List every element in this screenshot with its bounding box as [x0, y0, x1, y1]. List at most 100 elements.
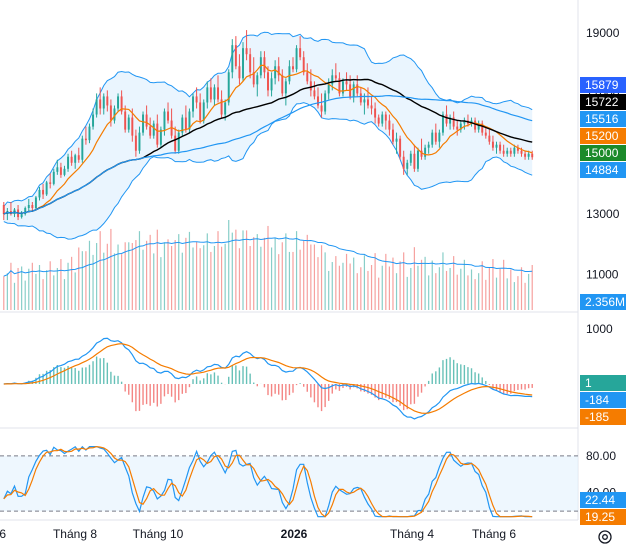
volume-bar — [250, 246, 251, 310]
volume-bar — [474, 279, 475, 310]
price-pane[interactable] — [3, 30, 533, 239]
volume-bar — [382, 266, 383, 310]
candle — [178, 130, 180, 154]
volume-bar — [367, 271, 368, 310]
macd-signal-line — [4, 344, 532, 414]
macd-histogram-bar — [339, 384, 340, 391]
stochastic-badge: 22.44 — [580, 492, 626, 508]
macd-histogram-bar — [296, 384, 297, 385]
candle — [46, 181, 48, 196]
macd-histogram-bar — [192, 379, 193, 384]
volume-bar — [207, 233, 208, 310]
volume-bar — [139, 231, 140, 310]
volume-bar — [178, 234, 179, 310]
macd-histogram-bar — [199, 381, 200, 384]
macd-histogram-bar — [257, 384, 258, 386]
macd-histogram-bar — [242, 366, 243, 384]
macd-histogram-bar — [142, 384, 143, 405]
volume-bar — [271, 247, 272, 310]
volume-bar — [246, 230, 247, 310]
volume-bar — [57, 268, 58, 310]
macd-histogram-bar — [314, 384, 315, 402]
price-tick-label: 19000 — [586, 26, 620, 40]
time-tick-label: Tháng 6 — [472, 527, 516, 541]
volume-bar — [200, 248, 201, 310]
price-badge: 15000 — [580, 145, 626, 161]
volume-bar — [175, 240, 176, 310]
candle — [96, 93, 98, 117]
volume-bar — [35, 274, 36, 310]
volume-bar — [350, 264, 351, 310]
volume-bar — [103, 253, 104, 310]
volume-bar — [375, 253, 376, 310]
volume-bar — [357, 273, 358, 310]
volume-bar — [342, 263, 343, 310]
volume-bar — [50, 261, 51, 310]
macd-histogram-bar — [432, 373, 433, 384]
volume-bar — [160, 257, 161, 310]
macd-histogram-bar — [232, 365, 233, 384]
volume-bar — [339, 266, 340, 310]
price-badge: 15200 — [580, 128, 626, 144]
volume-bar — [46, 270, 47, 310]
volume-bar — [275, 239, 276, 310]
svg-text:-185: -185 — [585, 410, 609, 424]
candle — [324, 90, 326, 114]
macd-pane[interactable] — [4, 338, 533, 419]
macd-histogram-bar — [189, 384, 190, 387]
volume-bar — [296, 231, 297, 310]
candle — [142, 112, 144, 136]
volume-bar — [121, 254, 122, 310]
volume-bar — [471, 269, 472, 310]
time-tick-label: Tháng 8 — [53, 527, 97, 541]
macd-histogram-bar — [246, 367, 247, 384]
volume-bar — [85, 251, 86, 310]
volume-bar — [389, 266, 390, 310]
volume-bar — [410, 268, 411, 310]
volume-bar — [42, 279, 43, 310]
volume-bar — [60, 259, 61, 310]
stochastic-tick-label: 80.00 — [586, 449, 616, 463]
volume-bar — [385, 254, 386, 310]
macd-histogram-bar — [249, 374, 250, 384]
macd-histogram-bar — [474, 372, 475, 384]
volume-bar — [96, 243, 97, 310]
volume-bar — [407, 277, 408, 310]
volume-bar — [189, 232, 190, 310]
macd-histogram-bar — [178, 384, 179, 400]
volume-bar — [253, 237, 254, 310]
volume-bar — [278, 254, 279, 310]
macd-histogram-bar — [99, 358, 100, 384]
macd-tick-label: 1000 — [586, 322, 613, 336]
macd-histogram-bar — [278, 384, 279, 395]
volume-bar — [32, 263, 33, 310]
macd-histogram-bar — [446, 359, 447, 384]
candle — [81, 136, 83, 163]
macd-histogram-bar — [171, 384, 172, 397]
macd-histogram-bar — [289, 384, 290, 395]
bollinger-band-fill — [4, 32, 532, 239]
volume-bar — [185, 238, 186, 310]
volume-bar — [107, 244, 108, 310]
macd-histogram-bar — [74, 368, 75, 384]
volume-bar — [21, 266, 22, 310]
macd-histogram-bar — [521, 384, 522, 390]
macd-histogram-bar — [110, 372, 111, 384]
macd-histogram-bar — [239, 370, 240, 384]
macd-histogram-bar — [528, 384, 529, 388]
macd-histogram-bar — [457, 363, 458, 384]
volume-bar — [92, 255, 93, 310]
time-tick-label: Tháng 10 — [133, 527, 184, 541]
volume-bar — [217, 231, 218, 310]
macd-histogram-bar — [157, 384, 158, 407]
volume-bar — [28, 269, 29, 310]
svg-text:15200: 15200 — [585, 129, 619, 143]
volume-bar — [53, 275, 54, 310]
stochastic-pane[interactable] — [0, 447, 578, 517]
macd-histogram-bar — [410, 384, 411, 404]
gear-icon[interactable] — [596, 528, 614, 546]
volume-bar — [157, 230, 158, 310]
macd-histogram-bar — [467, 367, 468, 384]
